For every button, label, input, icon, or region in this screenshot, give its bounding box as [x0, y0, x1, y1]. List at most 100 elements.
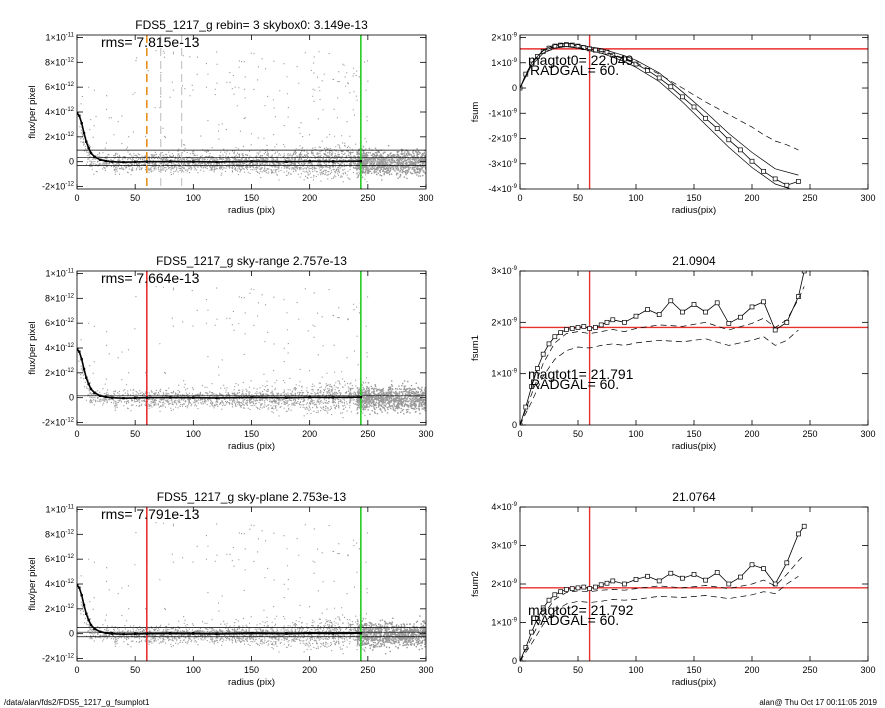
profile-point: [104, 395, 108, 399]
y-tick-label: 0: [69, 629, 74, 639]
profile-point: [89, 387, 93, 391]
fsum-point: [784, 182, 790, 188]
fsum-point: [604, 580, 610, 586]
profile-point: [78, 114, 81, 117]
profile-point: [359, 159, 363, 163]
fsum-point: [610, 578, 616, 584]
radgal-annotation: RADGAL= 60.: [530, 376, 619, 392]
profile-point: [99, 394, 102, 398]
chart-panel-4: 0 50 100 150 200 250 300 0 1×10-9 2×10-9 3×10-9 rad…: [470, 254, 876, 452]
y-tick-label: 1×10-9: [491, 58, 517, 68]
y-tick-label: 8×10-12: [45, 293, 75, 303]
fsum-series-line: [520, 271, 805, 425]
fsum-point: [593, 325, 598, 330]
footer-user-timestamp: alan@ Thu Oct 17 00:11:05 2019: [759, 698, 877, 707]
x-tick-label: 200: [744, 193, 759, 203]
fsum-point: [569, 326, 575, 331]
profile-point: [359, 395, 363, 399]
y-tick-label: 2×10-12: [45, 604, 75, 614]
profile-point: [308, 396, 311, 399]
fsum-point: [668, 570, 674, 576]
profile-point: [85, 140, 88, 144]
radgal-annotation: RADGAL= 60.: [530, 612, 619, 628]
profile-point: [168, 396, 172, 399]
fsum-point: [581, 324, 587, 329]
x-tick-label: 250: [802, 429, 817, 439]
profile-point: [110, 396, 114, 399]
profile-point: [77, 348, 79, 351]
x-tick-label: 250: [360, 193, 375, 203]
profile-point: [87, 618, 90, 622]
fsum-point: [726, 581, 732, 587]
profile-point: [133, 632, 137, 636]
fsum-point: [529, 629, 534, 635]
chart-panel-3: 0 50 100 150 200 250 300-2×10-1202×10-124×10-1…: [27, 254, 434, 452]
y-tick-label: 8×10-12: [45, 57, 75, 67]
x-tick-label: 0: [74, 665, 79, 675]
plot-frame: [519, 506, 869, 662]
x-tick-label: 50: [130, 429, 140, 439]
x-tick-label: 150: [686, 193, 701, 203]
plot-area: [77, 35, 426, 189]
fsum-point: [680, 575, 685, 581]
fsum-point: [784, 560, 790, 566]
fsum-point: [691, 104, 697, 110]
profile-point: [110, 632, 114, 635]
profile-point: [192, 632, 195, 635]
fsum-point: [622, 581, 627, 587]
chart-title: 21.0904: [672, 254, 716, 268]
y-tick-label: -2×10-9: [488, 134, 517, 144]
fsum-bound-line-3: [520, 45, 799, 151]
profile-point: [87, 146, 90, 150]
x-tick-label: 150: [686, 665, 701, 675]
x-tick-label: 300: [860, 429, 875, 439]
fsum-point: [796, 531, 801, 537]
fsum-point: [564, 327, 569, 332]
fsum-point: [703, 309, 708, 315]
fsum-point: [772, 176, 778, 182]
profile-point: [89, 151, 93, 155]
x-axis-label: radius(pix): [672, 205, 716, 216]
profile-point: [82, 131, 86, 135]
fsum-point: [714, 570, 720, 575]
fsum-point: [801, 523, 807, 529]
y-tick-label: 0: [512, 420, 517, 430]
y-tick-label: 2×10-9: [491, 33, 517, 43]
magtot-annotation: magtot1= 21.791: [528, 366, 634, 382]
fsum-point: [593, 584, 598, 590]
profile-point: [215, 396, 218, 400]
profile-point: [82, 367, 86, 371]
profile-point: [168, 632, 172, 635]
chart-title: 21.0764: [672, 490, 716, 504]
profile-point: [285, 160, 288, 163]
profile-point: [145, 160, 148, 163]
x-tick-label: 50: [573, 665, 583, 675]
x-tick-label: 150: [686, 429, 701, 439]
fsum-point: [523, 404, 529, 410]
profile-point: [77, 584, 79, 587]
x-tick-label: 50: [130, 665, 140, 675]
radgal-annotation: RADGAL= 60.: [530, 62, 619, 78]
y-tick-label: -2×10-12: [42, 654, 75, 664]
x-tick-label: 200: [744, 429, 759, 439]
profile-point: [82, 603, 86, 607]
x-tick-label: 100: [186, 429, 201, 439]
fsum-point: [680, 309, 685, 315]
profile-point: [78, 350, 81, 353]
chart-panel-2: 0 50 100 150 200 250 300 -4×10-9 -3×10-9 -2×10-9 -…: [470, 33, 876, 216]
profile-point: [122, 632, 125, 636]
y-tick-label: 0: [512, 83, 517, 93]
fsum-point: [761, 299, 766, 305]
profile-point: [250, 160, 253, 163]
fsum-point: [761, 566, 766, 571]
fsum-bound-line-2: [520, 329, 799, 425]
y-tick-label: 4×10-12: [45, 579, 75, 589]
fsum-point: [604, 319, 610, 325]
profile-point: [215, 632, 218, 636]
profile-point: [331, 160, 335, 163]
fsum-point: [796, 294, 801, 300]
x-tick-label: 100: [186, 665, 201, 675]
x-tick-label: 250: [360, 665, 375, 675]
y-tick-label: 1×10-9: [491, 618, 517, 628]
